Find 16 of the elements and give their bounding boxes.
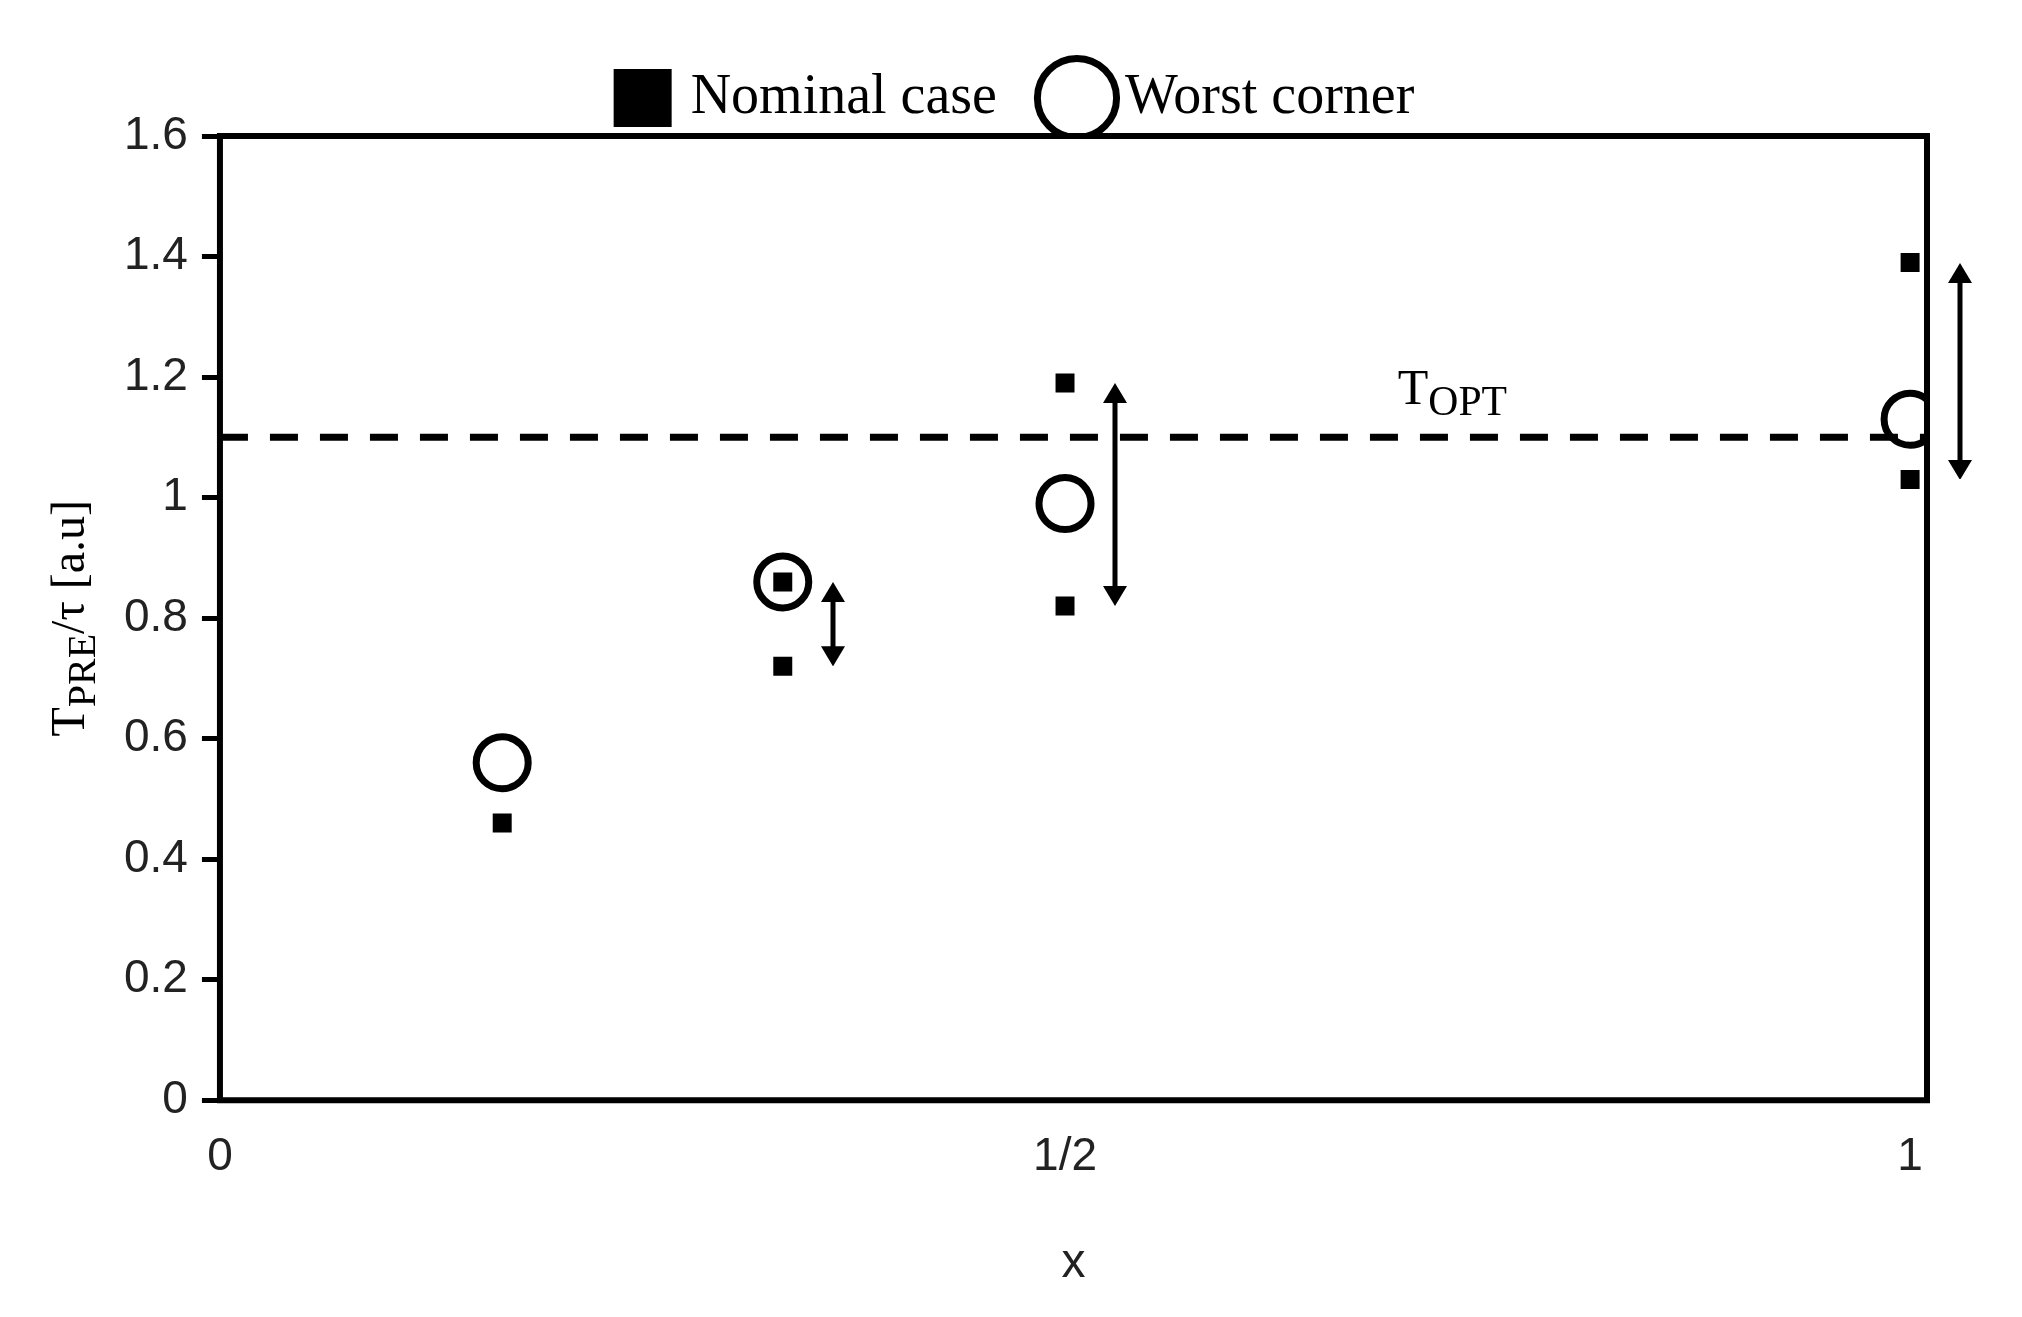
y-tick-label: 1.6	[123, 106, 188, 159]
legend-label: Nominal case	[690, 62, 997, 125]
x-axis-title: x	[1061, 1234, 1086, 1288]
y-tick-label: 1.2	[123, 347, 188, 400]
ref-line-label: T$_{OPT}$	[1397, 358, 1508, 426]
y-tick-label: 1	[162, 468, 188, 521]
x-tick-label: 1/2	[1033, 1128, 1097, 1181]
legend-label: Worst corner	[1124, 62, 1415, 125]
y-tick-label: 0.4	[123, 829, 188, 882]
y-tick-label: 0.2	[123, 950, 188, 1003]
x-tick-label: 1	[1897, 1128, 1923, 1181]
y-tick-label: 1.4	[123, 227, 188, 280]
x-tick-label: 0	[207, 1128, 233, 1181]
y-tick-label: 0	[162, 1070, 188, 1123]
y-tick-label: 0.8	[123, 588, 188, 641]
y-tick-label: 0.6	[123, 709, 188, 762]
